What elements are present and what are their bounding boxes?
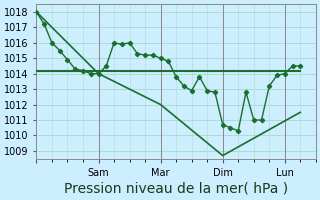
X-axis label: Pression niveau de la mer( hPa ): Pression niveau de la mer( hPa )	[64, 182, 288, 196]
